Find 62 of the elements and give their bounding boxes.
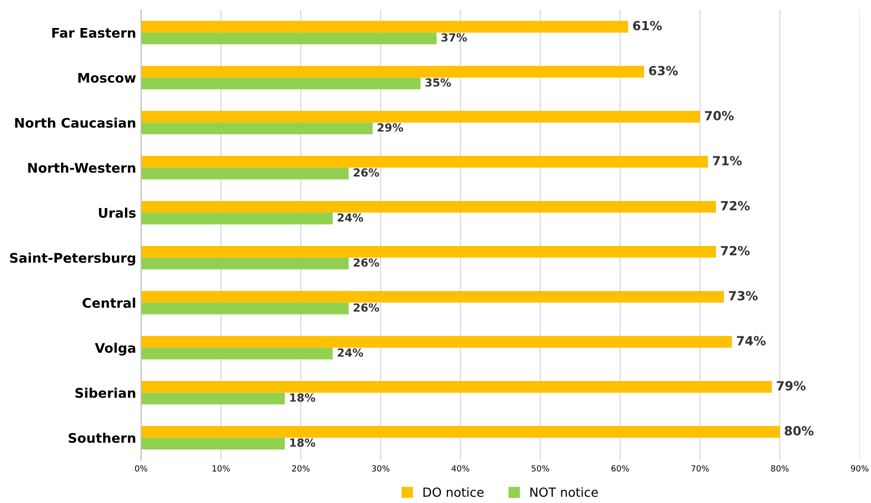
data-label: 26% <box>354 168 380 177</box>
bar <box>141 426 780 438</box>
data-label: 74% <box>736 336 766 346</box>
data-label: 61% <box>633 20 662 30</box>
bar <box>141 110 700 123</box>
data-label: 79% <box>776 381 806 390</box>
bar <box>141 258 349 270</box>
y-tick-label: Far Eastern <box>52 28 136 38</box>
bar <box>141 200 716 213</box>
data-label: 63% <box>649 66 678 76</box>
bar <box>141 168 349 180</box>
x-tick-label: 50% <box>532 465 550 472</box>
data-label: 18% <box>290 393 316 402</box>
y-tick-label: Moscow <box>78 72 136 83</box>
y-tick-label: North Caucasian <box>15 118 136 128</box>
bar <box>141 290 724 303</box>
y-tick-label: Saint-Petersburg <box>10 252 136 266</box>
x-tick-label: 0% <box>135 465 148 472</box>
y-tick-label: Central <box>82 298 136 308</box>
y-tick-label: Volga <box>94 342 136 356</box>
data-label: 70% <box>704 110 734 120</box>
x-tick-label: 30% <box>372 465 390 472</box>
bar <box>141 246 716 258</box>
bar <box>141 66 644 78</box>
x-tick-label: 70% <box>691 465 709 472</box>
data-label: 26% <box>354 303 380 312</box>
bar <box>141 78 421 90</box>
y-tick-label: Urals <box>98 208 136 218</box>
data-label: 73% <box>728 291 758 300</box>
y-tick-label: Siberian <box>75 388 136 398</box>
bar <box>141 122 373 134</box>
data-label: 29% <box>378 123 404 132</box>
data-label: 80% <box>784 426 814 436</box>
data-label: 26% <box>354 258 380 267</box>
y-tick-label: North-Western <box>28 162 136 173</box>
x-tick-label: 20% <box>292 465 310 472</box>
x-tick-label: 60% <box>611 465 629 472</box>
data-label: 18% <box>290 438 316 447</box>
x-tick-label: 40% <box>452 465 470 472</box>
legend-label: NOT notice <box>530 487 598 497</box>
data-label: 37% <box>441 33 467 42</box>
bar <box>141 32 437 44</box>
y-tick-label: Southern <box>68 432 136 443</box>
bar <box>141 381 772 393</box>
data-label: 71% <box>712 156 742 166</box>
data-label: 24% <box>338 348 364 357</box>
data-label: 72% <box>720 200 750 210</box>
bar <box>141 348 333 360</box>
bar <box>141 20 628 33</box>
x-tick-label: 10% <box>212 465 230 472</box>
data-label: 35% <box>425 78 451 87</box>
bar <box>141 392 285 404</box>
bar <box>141 302 349 314</box>
x-tick-label: 90% <box>850 465 868 472</box>
data-label: 72% <box>720 246 750 256</box>
legend-label: DO notice <box>423 487 484 497</box>
x-tick-label: 80% <box>771 465 789 472</box>
bar <box>141 156 708 168</box>
bar <box>141 212 333 224</box>
data-label: 24% <box>338 213 364 222</box>
bar <box>141 336 732 348</box>
bar <box>141 438 285 450</box>
